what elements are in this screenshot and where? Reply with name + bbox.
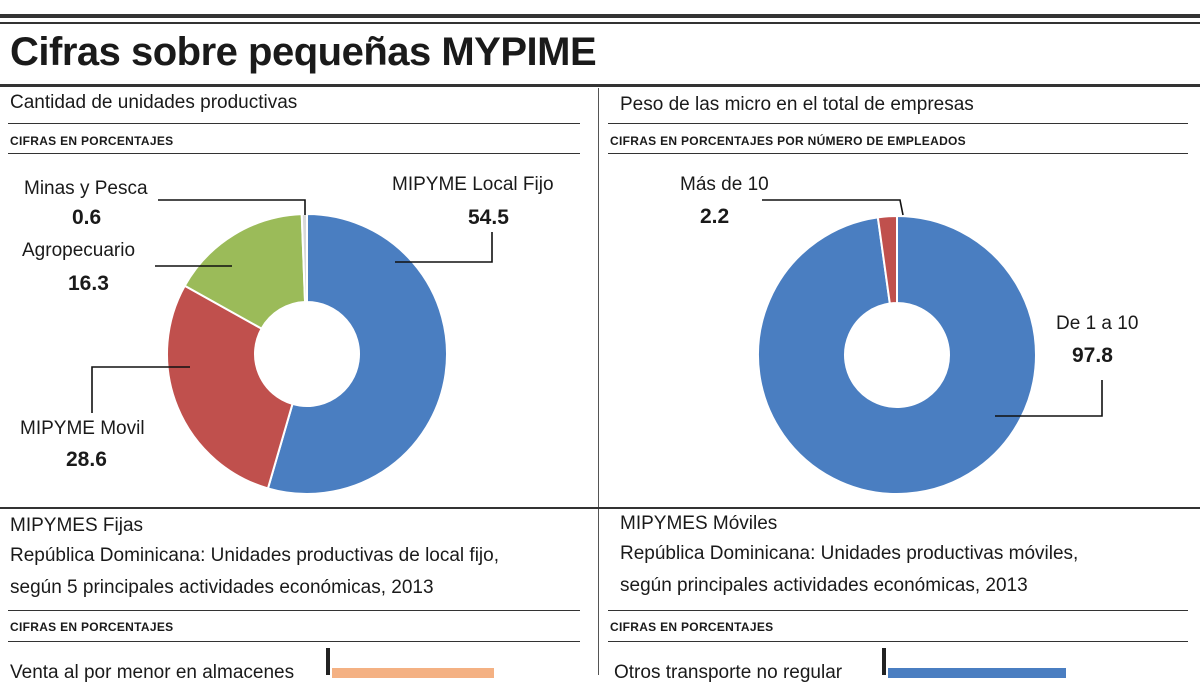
leader-mas-de-10	[762, 199, 904, 216]
top-rule-2	[0, 22, 1200, 24]
bottom-left-first-bar-label: Venta al por menor en almacenes	[10, 662, 295, 683]
bottom-left-rule	[8, 610, 580, 611]
unidades-slice-mipyme-movil	[166, 284, 294, 490]
bottom-left-heading: MIPYMES Fijas	[10, 515, 144, 536]
bottom-left-sub-rule	[8, 641, 580, 642]
bottom-right-bar-axis	[882, 648, 886, 675]
micro-slice-de-1-a-10	[757, 214, 1037, 495]
bottom-right-subheading: CIFRAS EN PORCENTAJES	[610, 620, 774, 634]
left-sub-rule	[8, 153, 580, 154]
label-movil: MIPYME Movil	[20, 418, 145, 439]
right-chart-heading: Peso de las micro en el total de empresa…	[620, 94, 974, 115]
value-local-fijo: 54.5	[468, 206, 509, 229]
page-title: Cifras sobre pequeñas MYPIME	[10, 30, 597, 74]
label-agropecuario: Agropecuario	[22, 240, 136, 261]
bottom-right-first-bar-label: Otros transporte no regular	[614, 662, 843, 683]
bottom-right-heading: MIPYMES Móviles	[620, 513, 778, 534]
bottom-right-first-bar	[888, 668, 1066, 678]
right-heading-rule	[608, 123, 1188, 124]
label-local-fijo: MIPYME Local Fijo	[392, 174, 554, 195]
title-underline	[0, 84, 1200, 87]
bottom-left-line2: según 5 principales actividades económic…	[10, 577, 434, 598]
label-mas-de-10: Más de 10	[680, 174, 769, 195]
left-chart-heading: Cantidad de unidades productivas	[10, 92, 298, 113]
donut-chart-unidades	[166, 212, 448, 495]
left-heading-rule	[8, 123, 580, 124]
value-de-1-a-10: 97.8	[1072, 344, 1113, 367]
left-chart-subheading: CIFRAS EN PORCENTAJES	[10, 134, 174, 148]
unidades-slice-mipyme-local-fijo	[266, 212, 448, 495]
bottom-left-first-bar	[332, 668, 494, 678]
donut-chart-micro	[757, 214, 1037, 495]
leader-de-1-a-10	[995, 380, 1103, 417]
right-chart-subheading: CIFRAS EN PORCENTAJES POR NÚMERO DE EMPL…	[610, 134, 966, 148]
top-rule-1	[0, 14, 1200, 18]
leader-minas	[158, 199, 306, 215]
bottom-left-line1: República Dominicana: Unidades productiv…	[10, 545, 499, 566]
unidades-slice-agropecuario	[183, 213, 307, 331]
bottom-left-subheading: CIFRAS EN PORCENTAJES	[10, 620, 174, 634]
value-movil: 28.6	[66, 448, 107, 471]
leader-movil	[91, 366, 190, 413]
bottom-right-line1: República Dominicana: Unidades productiv…	[620, 543, 1079, 564]
middle-rule	[0, 507, 1200, 509]
bottom-left-bar-axis	[326, 648, 330, 675]
value-agropecuario: 16.3	[68, 272, 109, 295]
leader-local-fijo	[395, 232, 493, 263]
right-sub-rule	[608, 153, 1188, 154]
bottom-right-sub-rule	[608, 641, 1188, 642]
column-divider	[598, 88, 599, 675]
value-minas-pesca: 0.6	[72, 206, 102, 229]
label-de-1-a-10: De 1 a 10	[1056, 313, 1139, 334]
value-mas-de-10: 2.2	[700, 205, 730, 228]
micro-slice-m-s-de-10	[876, 214, 898, 305]
label-minas-pesca: Minas y Pesca	[24, 178, 148, 199]
unidades-slice-minas-y-pesca	[300, 212, 308, 304]
bottom-right-line2: según principales actividades económicas…	[620, 575, 1028, 596]
bottom-right-rule	[608, 610, 1188, 611]
